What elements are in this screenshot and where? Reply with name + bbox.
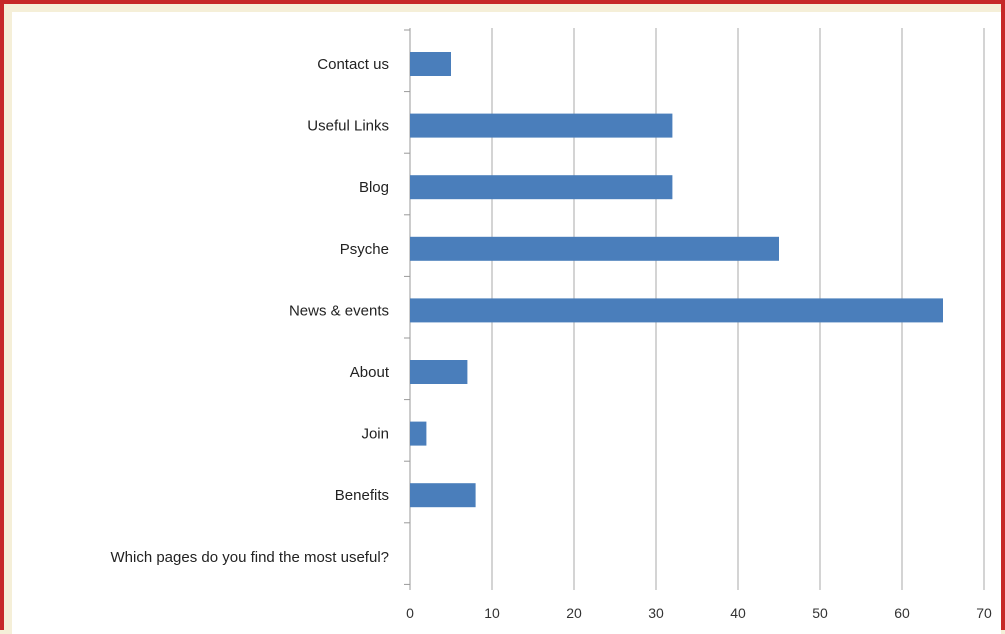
x-tick-label-70: 70 [976, 605, 992, 621]
category-label-about: About [350, 364, 390, 381]
category-label-useful-links: Useful Links [307, 118, 389, 135]
bar-blog [410, 175, 673, 200]
bar-news-events [410, 298, 943, 323]
x-tick-labels: 0 10 20 30 40 50 60 70 [406, 605, 992, 621]
x-tick-label-30: 30 [648, 605, 664, 621]
category-label-which-pages-do-you-find-the-most-useful: Which pages do you find the most useful? [111, 549, 390, 566]
category-label-join: Join [361, 426, 389, 443]
category-label-psyche: Psyche [340, 241, 389, 258]
x-tick-label-50: 50 [812, 605, 828, 621]
bar-contact-us [410, 52, 451, 76]
x-tick-label-0: 0 [406, 605, 414, 621]
x-tick-label-60: 60 [894, 605, 910, 621]
bar-psyche [410, 236, 779, 261]
category-label-news-events: News & events [289, 302, 389, 319]
x-tick-label-10: 10 [484, 605, 500, 621]
bar-join [410, 421, 427, 446]
category-labels: Which pages do you find the most useful?… [111, 56, 390, 566]
x-tick-label-40: 40 [730, 605, 746, 621]
axes [404, 28, 411, 590]
bar-about [410, 360, 468, 384]
bar-benefits [410, 483, 476, 508]
category-label-benefits: Benefits [335, 487, 389, 504]
bars [410, 52, 943, 508]
category-label-contact-us: Contact us [317, 56, 389, 73]
category-label-blog: Blog [359, 179, 389, 196]
x-tick-label-20: 20 [566, 605, 582, 621]
bar-useful-links [410, 113, 673, 138]
